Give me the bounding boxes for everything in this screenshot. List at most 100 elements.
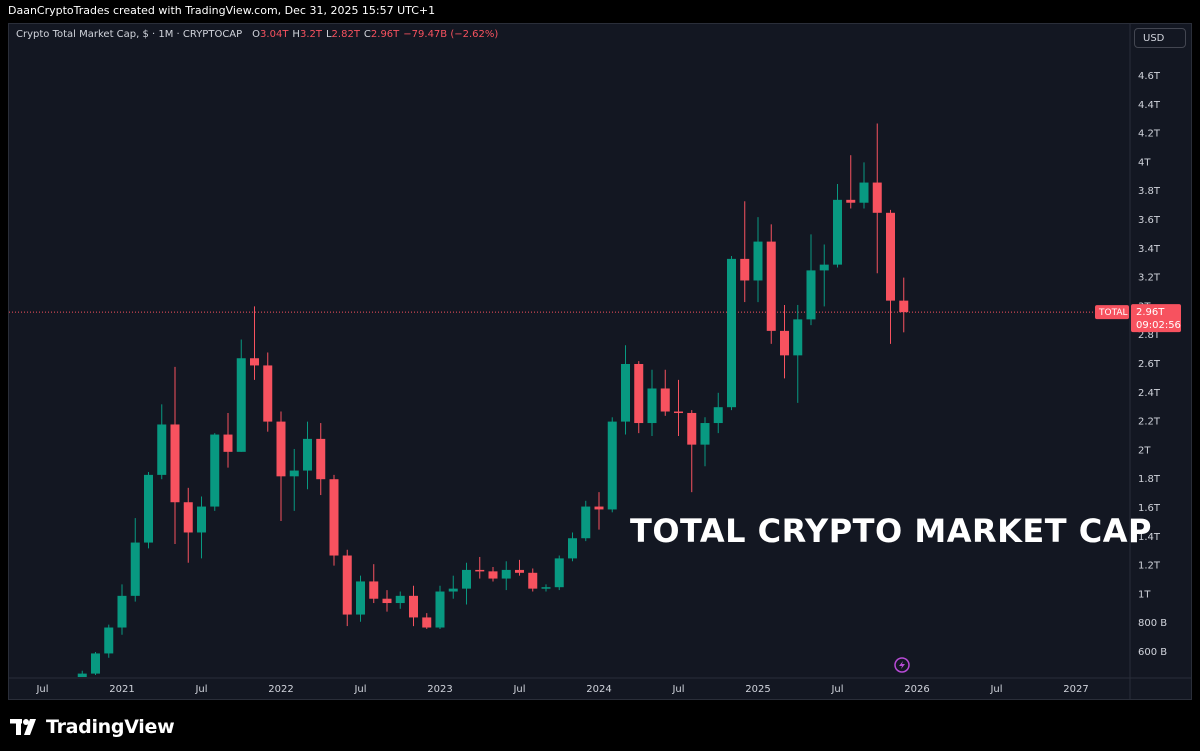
lightning-icon[interactable] <box>894 657 910 673</box>
candle-body <box>448 588 458 592</box>
credit-line: DaanCryptoTrades created with TradingVie… <box>8 4 436 17</box>
candle-body <box>727 258 736 408</box>
chart-legend[interactable]: Crypto Total Market Cap, $ · 1M · CRYPTO… <box>16 29 498 40</box>
candle-body <box>488 571 498 579</box>
y-tick-label: 2.6T <box>1138 359 1161 370</box>
candle-body <box>356 581 365 615</box>
y-tick-label: 1.4T <box>1138 532 1161 543</box>
candle-body <box>409 595 418 618</box>
candle-body <box>846 199 856 203</box>
tradingview-logo-icon <box>10 719 36 735</box>
x-tick-label: 2027 <box>1063 684 1088 695</box>
x-tick-label: Jul <box>830 684 843 695</box>
x-tick-label: 2026 <box>904 684 929 695</box>
legend-high-value: 3.2T <box>299 29 322 40</box>
x-tick-label: 2024 <box>586 684 611 695</box>
price-tag-symbol: TOTAL <box>1098 308 1128 318</box>
candle-body <box>766 241 776 331</box>
candle-body <box>607 421 617 510</box>
price-tag-symbol-bg <box>1095 305 1129 320</box>
candle-body <box>740 258 750 281</box>
candle-body <box>77 673 87 677</box>
candle-body <box>872 182 882 213</box>
y-tick-label: 3.8T <box>1138 186 1161 197</box>
y-tick-label: 1.8T <box>1138 474 1161 485</box>
candles-group <box>77 123 909 677</box>
candle-body <box>674 411 683 414</box>
x-tick-label: Jul <box>671 684 684 695</box>
candle-body <box>806 270 816 320</box>
legend-close-label: C <box>363 29 371 40</box>
candle-body <box>422 617 432 628</box>
candle-body <box>130 542 140 596</box>
footer-brand-text: TradingView <box>46 716 175 738</box>
y-tick-label: 1.2T <box>1138 561 1161 572</box>
candle-body <box>223 434 233 452</box>
legend-open-value: 3.04T <box>260 29 289 40</box>
y-tick-label: 4.2T <box>1138 129 1161 140</box>
price-tag-countdown: 09:02:56 <box>1136 320 1181 331</box>
y-tick-label: 600 B <box>1138 647 1167 658</box>
y-tick-label: 2.4T <box>1138 388 1161 399</box>
candle-body <box>899 300 909 313</box>
x-tick-label: Jul <box>194 684 207 695</box>
candle-body <box>369 581 379 599</box>
candle-body <box>316 438 326 480</box>
candle-body <box>859 182 869 203</box>
x-tick-label: 2022 <box>268 684 293 695</box>
currency-button[interactable]: USD <box>1134 28 1186 48</box>
candle-body <box>819 264 829 271</box>
candle-body <box>157 424 167 475</box>
legend-close-value: 2.96T <box>370 29 400 40</box>
y-tick-label: 1.6T <box>1138 503 1161 514</box>
candle-body <box>210 434 220 507</box>
price-tag-value-bg <box>1131 304 1181 333</box>
x-tick-label: 2023 <box>427 684 452 695</box>
chart-panel[interactable] <box>8 23 1192 700</box>
price-axis[interactable]: 600 B 800 B 1T 1.2T 1.4T 1.6T 1.8T 2T 2.2T 2.4T 2.… <box>1138 71 1167 658</box>
y-tick-label: 800 B <box>1138 618 1167 629</box>
candle-body <box>197 506 206 533</box>
candle-body <box>647 388 657 424</box>
footer-brand[interactable]: TradingView <box>10 714 175 740</box>
legend-low-value: 2.82T <box>331 29 360 40</box>
candle-body <box>395 595 405 604</box>
x-tick-label: 2021 <box>109 684 134 695</box>
candle-body <box>886 212 895 301</box>
candle-body <box>594 506 604 510</box>
candle-body <box>634 364 644 424</box>
price-tag: TOTAL 2.96T 09:02:56 <box>1095 304 1181 333</box>
candle-body <box>236 358 246 452</box>
y-tick-label: 3.2T <box>1138 273 1161 284</box>
y-tick-label: 1T <box>1138 589 1151 600</box>
candle-body <box>554 558 564 588</box>
candle-body <box>528 572 538 589</box>
candle-body <box>780 330 789 356</box>
candle-body <box>91 653 100 674</box>
candle-body <box>263 365 273 422</box>
candle-body <box>541 587 551 589</box>
y-tick-label: 4T <box>1138 157 1151 168</box>
x-tick-label: 2025 <box>745 684 770 695</box>
x-tick-label: Jul <box>35 684 48 695</box>
x-tick-label: Jul <box>512 684 525 695</box>
y-tick-label: 3.4T <box>1138 244 1161 255</box>
candle-body <box>303 438 312 471</box>
y-tick-label: 3.6T <box>1138 215 1161 226</box>
candle-body <box>342 555 352 615</box>
y-tick-label: 2T <box>1138 445 1151 456</box>
candle-body <box>713 407 723 424</box>
legend-change: −79.47B (−2.62%) <box>403 29 499 40</box>
candle-body <box>289 470 299 477</box>
candle-body <box>435 591 445 628</box>
candle-body <box>276 421 286 477</box>
y-tick-label: 2.8T <box>1138 330 1161 341</box>
legend-open-label: O <box>252 29 261 40</box>
y-tick-label: 4.6T <box>1138 71 1161 82</box>
candle-body <box>117 595 127 628</box>
candle-body <box>144 474 153 543</box>
time-axis[interactable]: Jul 2021 Jul 2022 Jul 2023 Jul 2024 Jul 2025 Jul 20… <box>35 684 1088 695</box>
candle-body <box>700 423 710 445</box>
candle-body <box>104 627 114 654</box>
